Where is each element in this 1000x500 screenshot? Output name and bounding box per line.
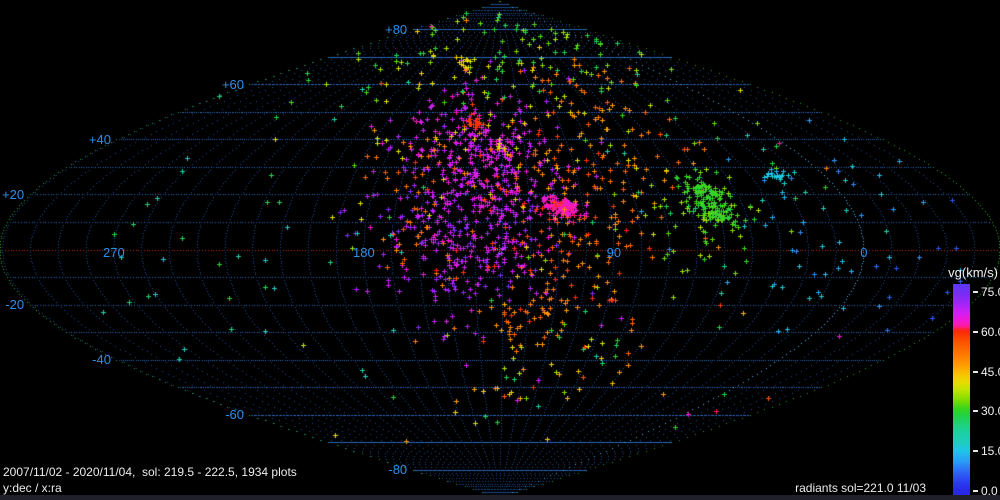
status-strip [0, 495, 1000, 500]
